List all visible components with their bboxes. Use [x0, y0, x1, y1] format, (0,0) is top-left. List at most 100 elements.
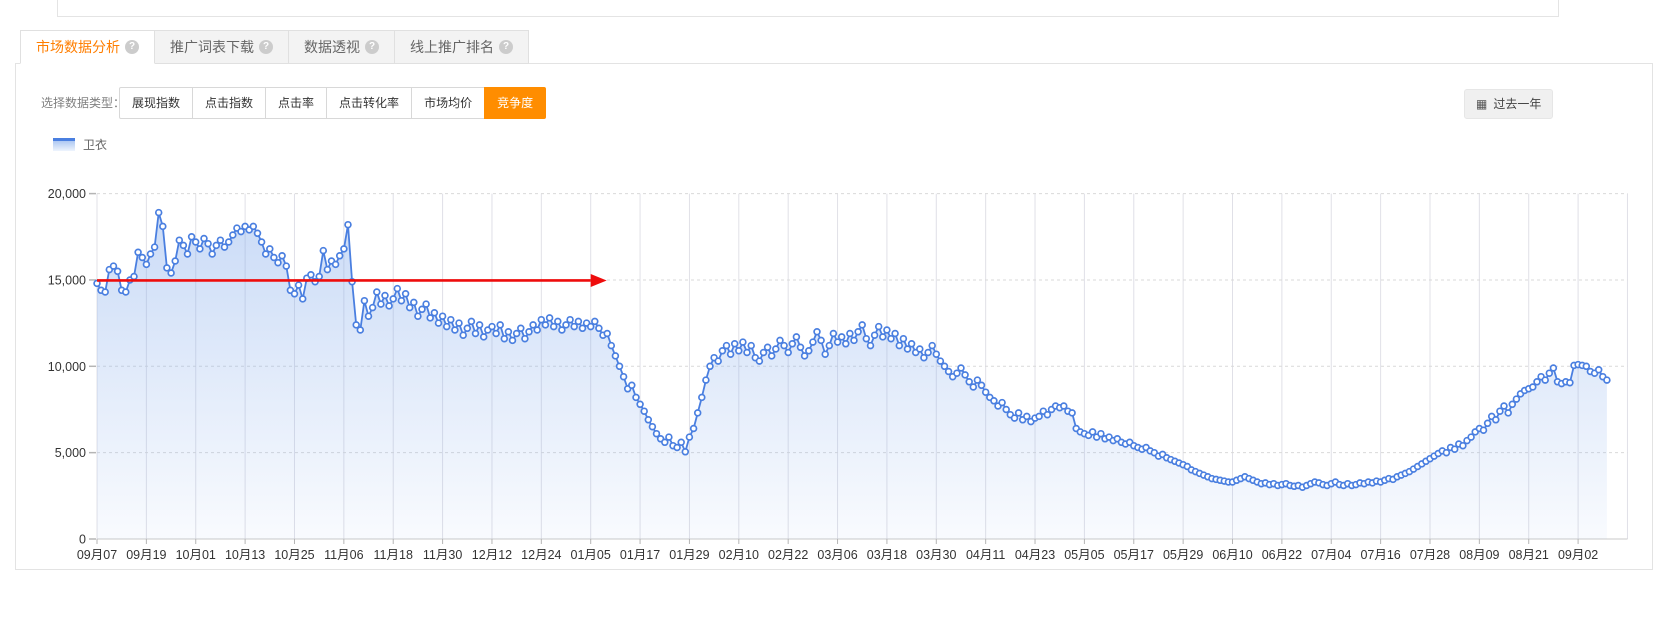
data-type-impression-index[interactable]: 展现指数 — [119, 87, 194, 119]
data-point-marker — [628, 381, 636, 390]
data-point-marker — [323, 265, 332, 274]
help-icon[interactable]: ? — [259, 40, 273, 54]
reference-arrow-head — [590, 273, 607, 287]
x-tick-label: 03月06 — [817, 548, 857, 562]
data-type-market-avg-price[interactable]: 市场均价 — [411, 87, 486, 119]
data-point-marker — [702, 376, 710, 384]
tab-label: 数据透视 — [304, 39, 360, 55]
data-point-marker — [488, 322, 496, 331]
date-range-button[interactable]: ▦ 过去一年 — [1464, 89, 1554, 119]
data-point-marker — [920, 353, 928, 362]
data-point-marker — [677, 438, 685, 447]
data-type-cvr[interactable]: 点击转化率 — [326, 87, 413, 119]
data-point-marker — [879, 333, 887, 341]
data-point-marker — [990, 397, 998, 405]
data-point-marker — [167, 269, 175, 277]
data-point-marker — [525, 328, 533, 336]
data-point-marker — [595, 324, 603, 333]
data-point-marker — [953, 369, 961, 377]
data-point-marker — [759, 348, 768, 357]
legend-item[interactable]: 卫衣 — [53, 136, 107, 153]
x-tick-label: 11月18 — [374, 548, 413, 562]
data-point-marker — [130, 272, 138, 281]
data-point-marker — [549, 322, 558, 331]
x-tick-label: 05月29 — [1163, 548, 1203, 562]
data-point-marker — [1492, 416, 1500, 424]
data-point-marker — [747, 341, 755, 350]
data-point-marker — [591, 317, 599, 326]
data-point-marker — [615, 362, 624, 371]
data-point-marker — [319, 246, 328, 255]
data-point-marker — [237, 227, 245, 236]
data-point-marker — [1467, 433, 1475, 441]
data-point-marker — [940, 362, 949, 371]
data-point-marker — [101, 288, 109, 296]
data-point-marker — [1529, 383, 1537, 391]
tab-promo-wordlist-download[interactable]: 推广词表下载 ? — [154, 30, 289, 64]
data-point-marker — [109, 262, 118, 270]
data-point-marker — [471, 329, 480, 338]
data-point-marker — [442, 322, 451, 331]
competition-trend-chart[interactable]: 0 5,000 10,000 15,000 20,000 09月07 09月19 10月01 1… — [31, 171, 1631, 571]
help-icon[interactable]: ? — [125, 40, 139, 54]
tab-label: 推广词表下载 — [170, 39, 254, 55]
data-point-marker — [344, 220, 352, 229]
x-tick-label: 06月10 — [1212, 548, 1252, 562]
data-point-marker — [307, 271, 315, 279]
data-point-marker — [253, 229, 262, 238]
tab-online-promo-ranking[interactable]: 线上推广排名 ? — [394, 30, 529, 64]
data-point-marker — [796, 343, 805, 352]
y-tick-label: 0 — [79, 533, 86, 547]
data-point-marker — [191, 238, 200, 246]
data-point-marker — [763, 343, 772, 352]
x-tick-label: 10月25 — [274, 548, 314, 562]
data-point-marker — [850, 336, 858, 345]
data-point-marker — [1068, 409, 1076, 417]
data-point-marker — [681, 448, 690, 456]
data-type-competition[interactable]: 竞争度 — [484, 87, 547, 119]
data-point-marker — [874, 322, 883, 331]
x-tick-label: 07月16 — [1360, 548, 1400, 562]
tab-data-pivot[interactable]: 数据透视 ? — [288, 30, 395, 64]
data-point-marker — [965, 378, 973, 386]
data-type-ctr[interactable]: 点击率 — [265, 87, 328, 119]
data-type-click-index[interactable]: 点击指数 — [192, 87, 267, 119]
data-point-marker — [146, 250, 155, 258]
data-point-marker — [817, 336, 825, 345]
data-point-marker — [340, 245, 348, 253]
data-point-marker — [356, 326, 365, 334]
x-tick-label: 10月13 — [225, 548, 265, 562]
data-point-marker — [517, 324, 525, 333]
data-point-marker — [455, 319, 463, 327]
data-point-marker — [1508, 400, 1517, 409]
data-point-marker — [932, 350, 941, 358]
data-point-marker — [1512, 395, 1521, 403]
data-point-marker — [249, 222, 258, 231]
date-range-label: 过去一年 — [1493, 97, 1542, 111]
data-point-marker — [837, 333, 846, 341]
data-point-marker — [257, 238, 266, 246]
data-point-marker — [1023, 412, 1031, 421]
data-point-marker — [401, 290, 410, 298]
data-point-marker — [611, 352, 620, 360]
data-point-marker — [1060, 402, 1068, 410]
help-icon[interactable]: ? — [499, 40, 513, 54]
data-point-marker — [558, 326, 566, 334]
data-point-marker — [179, 241, 188, 250]
data-point-marker — [891, 329, 899, 338]
tab-market-data-analysis[interactable]: 市场数据分析 ? — [20, 30, 155, 64]
tab-label: 线上推广排名 — [410, 39, 494, 55]
data-point-marker — [916, 345, 924, 353]
data-point-marker — [414, 312, 422, 320]
data-point-marker — [298, 295, 307, 303]
legend-series-name: 卫衣 — [83, 138, 108, 152]
data-point-marker — [792, 333, 801, 341]
data-point-marker — [862, 334, 871, 343]
data-point-marker — [903, 345, 912, 353]
help-icon[interactable]: ? — [365, 40, 379, 54]
data-point-marker — [1582, 362, 1591, 371]
x-tick-label: 08月09 — [1459, 548, 1499, 562]
x-tick-label: 07月04 — [1311, 548, 1351, 562]
data-point-marker — [492, 329, 500, 338]
data-point-marker — [665, 433, 673, 441]
